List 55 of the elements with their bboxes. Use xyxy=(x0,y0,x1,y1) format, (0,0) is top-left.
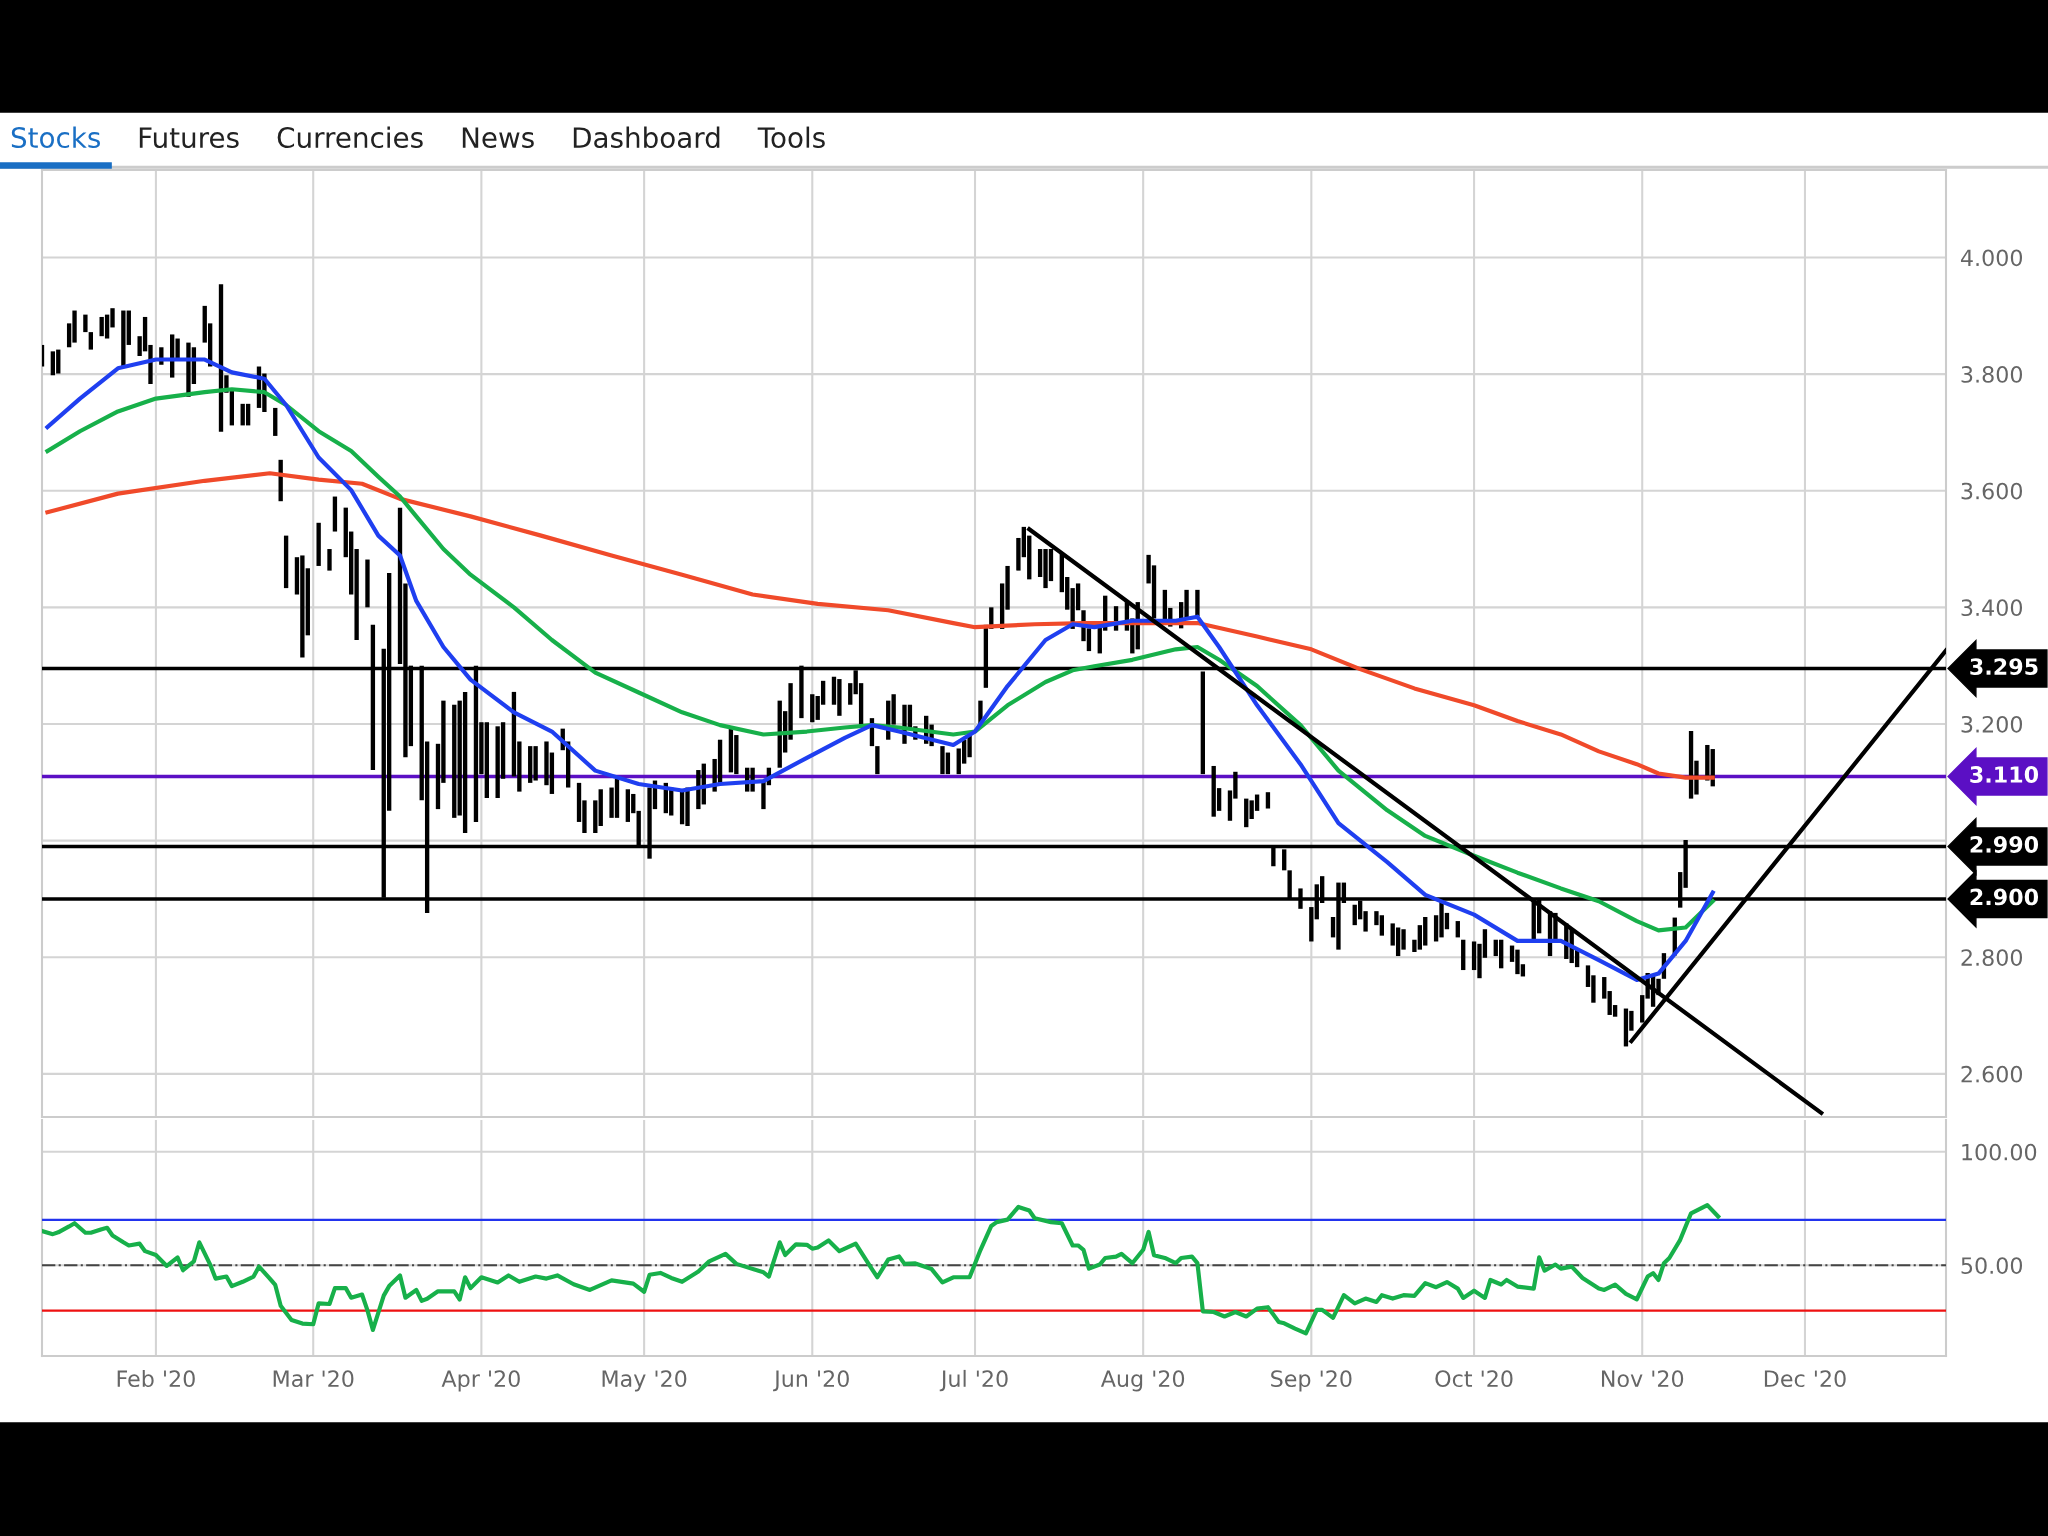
y-tick-label: 3.400 xyxy=(1961,599,2023,617)
bar xyxy=(452,704,457,818)
x-tick-label: Jul '20 xyxy=(939,1369,1008,1392)
bar xyxy=(593,800,598,834)
x-tick-label: Feb '20 xyxy=(117,1369,195,1388)
bar xyxy=(332,496,338,532)
y-tick-label: 100.00 xyxy=(1962,1143,2037,1161)
y-tick-label: 4.000 xyxy=(1960,249,2023,267)
x-tick-label: Mar '20 xyxy=(273,1370,354,1388)
bar xyxy=(1461,939,1466,971)
bar xyxy=(83,314,88,333)
x-tick-label: Oct '20 xyxy=(1435,1370,1513,1388)
bar xyxy=(1265,792,1271,809)
bar xyxy=(88,332,93,350)
text: Tools xyxy=(757,126,825,149)
ref-line-label: 3.110 xyxy=(1970,766,2039,783)
x-tick-label: May '20 xyxy=(602,1370,687,1392)
bar xyxy=(1602,977,1607,999)
bar xyxy=(50,351,56,376)
y-tick-label: 2.800 xyxy=(1961,949,2023,966)
x-tick-label: Apr '20 xyxy=(441,1370,520,1392)
ref-line-label: 2.990 xyxy=(1970,836,2039,853)
text: News xyxy=(462,127,534,149)
bar xyxy=(598,789,603,827)
x-tick-label: Sep '20 xyxy=(1271,1370,1352,1392)
text: Stocks xyxy=(11,126,100,149)
bar xyxy=(283,535,289,589)
text: Dashboard xyxy=(573,126,720,149)
bar xyxy=(42,344,45,367)
bar xyxy=(848,683,853,705)
line-series xyxy=(45,471,1715,780)
bar xyxy=(1195,589,1200,617)
x-tick-label: Jun '20 xyxy=(773,1370,849,1392)
text: Currencies xyxy=(277,126,423,149)
bar xyxy=(875,746,880,775)
bar xyxy=(365,559,370,608)
bar xyxy=(316,522,321,566)
ref-line-label: 2.900 xyxy=(1970,888,2039,906)
y-tick-label: 2.600 xyxy=(1961,1065,2023,1083)
bar xyxy=(273,407,278,436)
text: Futures xyxy=(139,127,239,149)
y-tick-label: 3.200 xyxy=(1961,715,2023,733)
line-series xyxy=(42,1203,1721,1336)
bar xyxy=(625,789,631,822)
bar xyxy=(462,691,468,834)
y-tick-label: 3.800 xyxy=(1961,366,2023,383)
y-tick-label: 3.600 xyxy=(1961,482,2023,500)
ref-line-label: 3.295 xyxy=(1970,658,2038,676)
y-tick-label: 50.00 xyxy=(1961,1257,2023,1274)
x-tick-label: Aug '20 xyxy=(1100,1370,1185,1392)
bar xyxy=(810,694,815,723)
bar xyxy=(327,549,332,571)
x-tick-label: Dec '20 xyxy=(1764,1370,1846,1388)
bar xyxy=(1455,921,1460,938)
x-tick-label: Nov '20 xyxy=(1602,1370,1684,1388)
